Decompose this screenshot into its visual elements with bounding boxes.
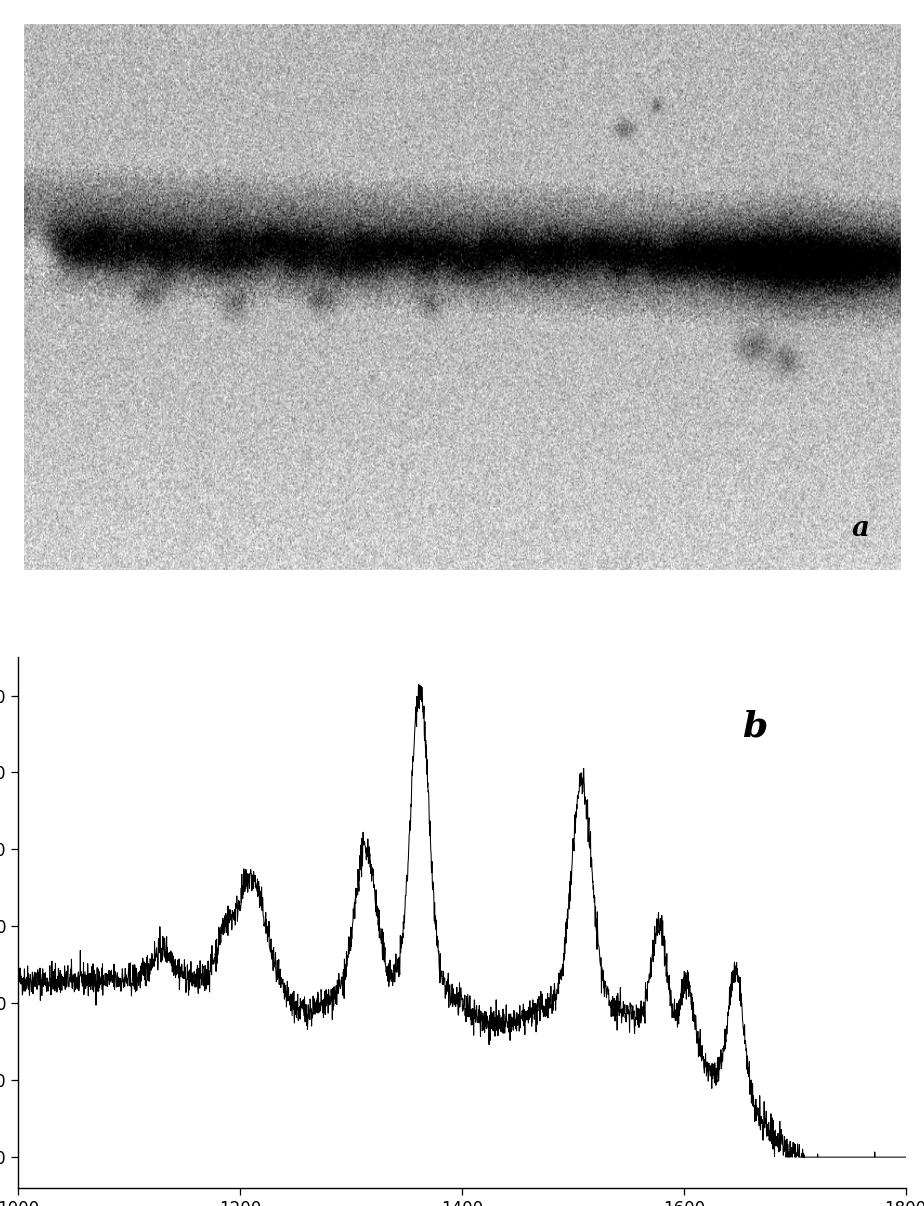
Text: a: a	[852, 515, 870, 541]
Text: b: b	[742, 709, 767, 743]
